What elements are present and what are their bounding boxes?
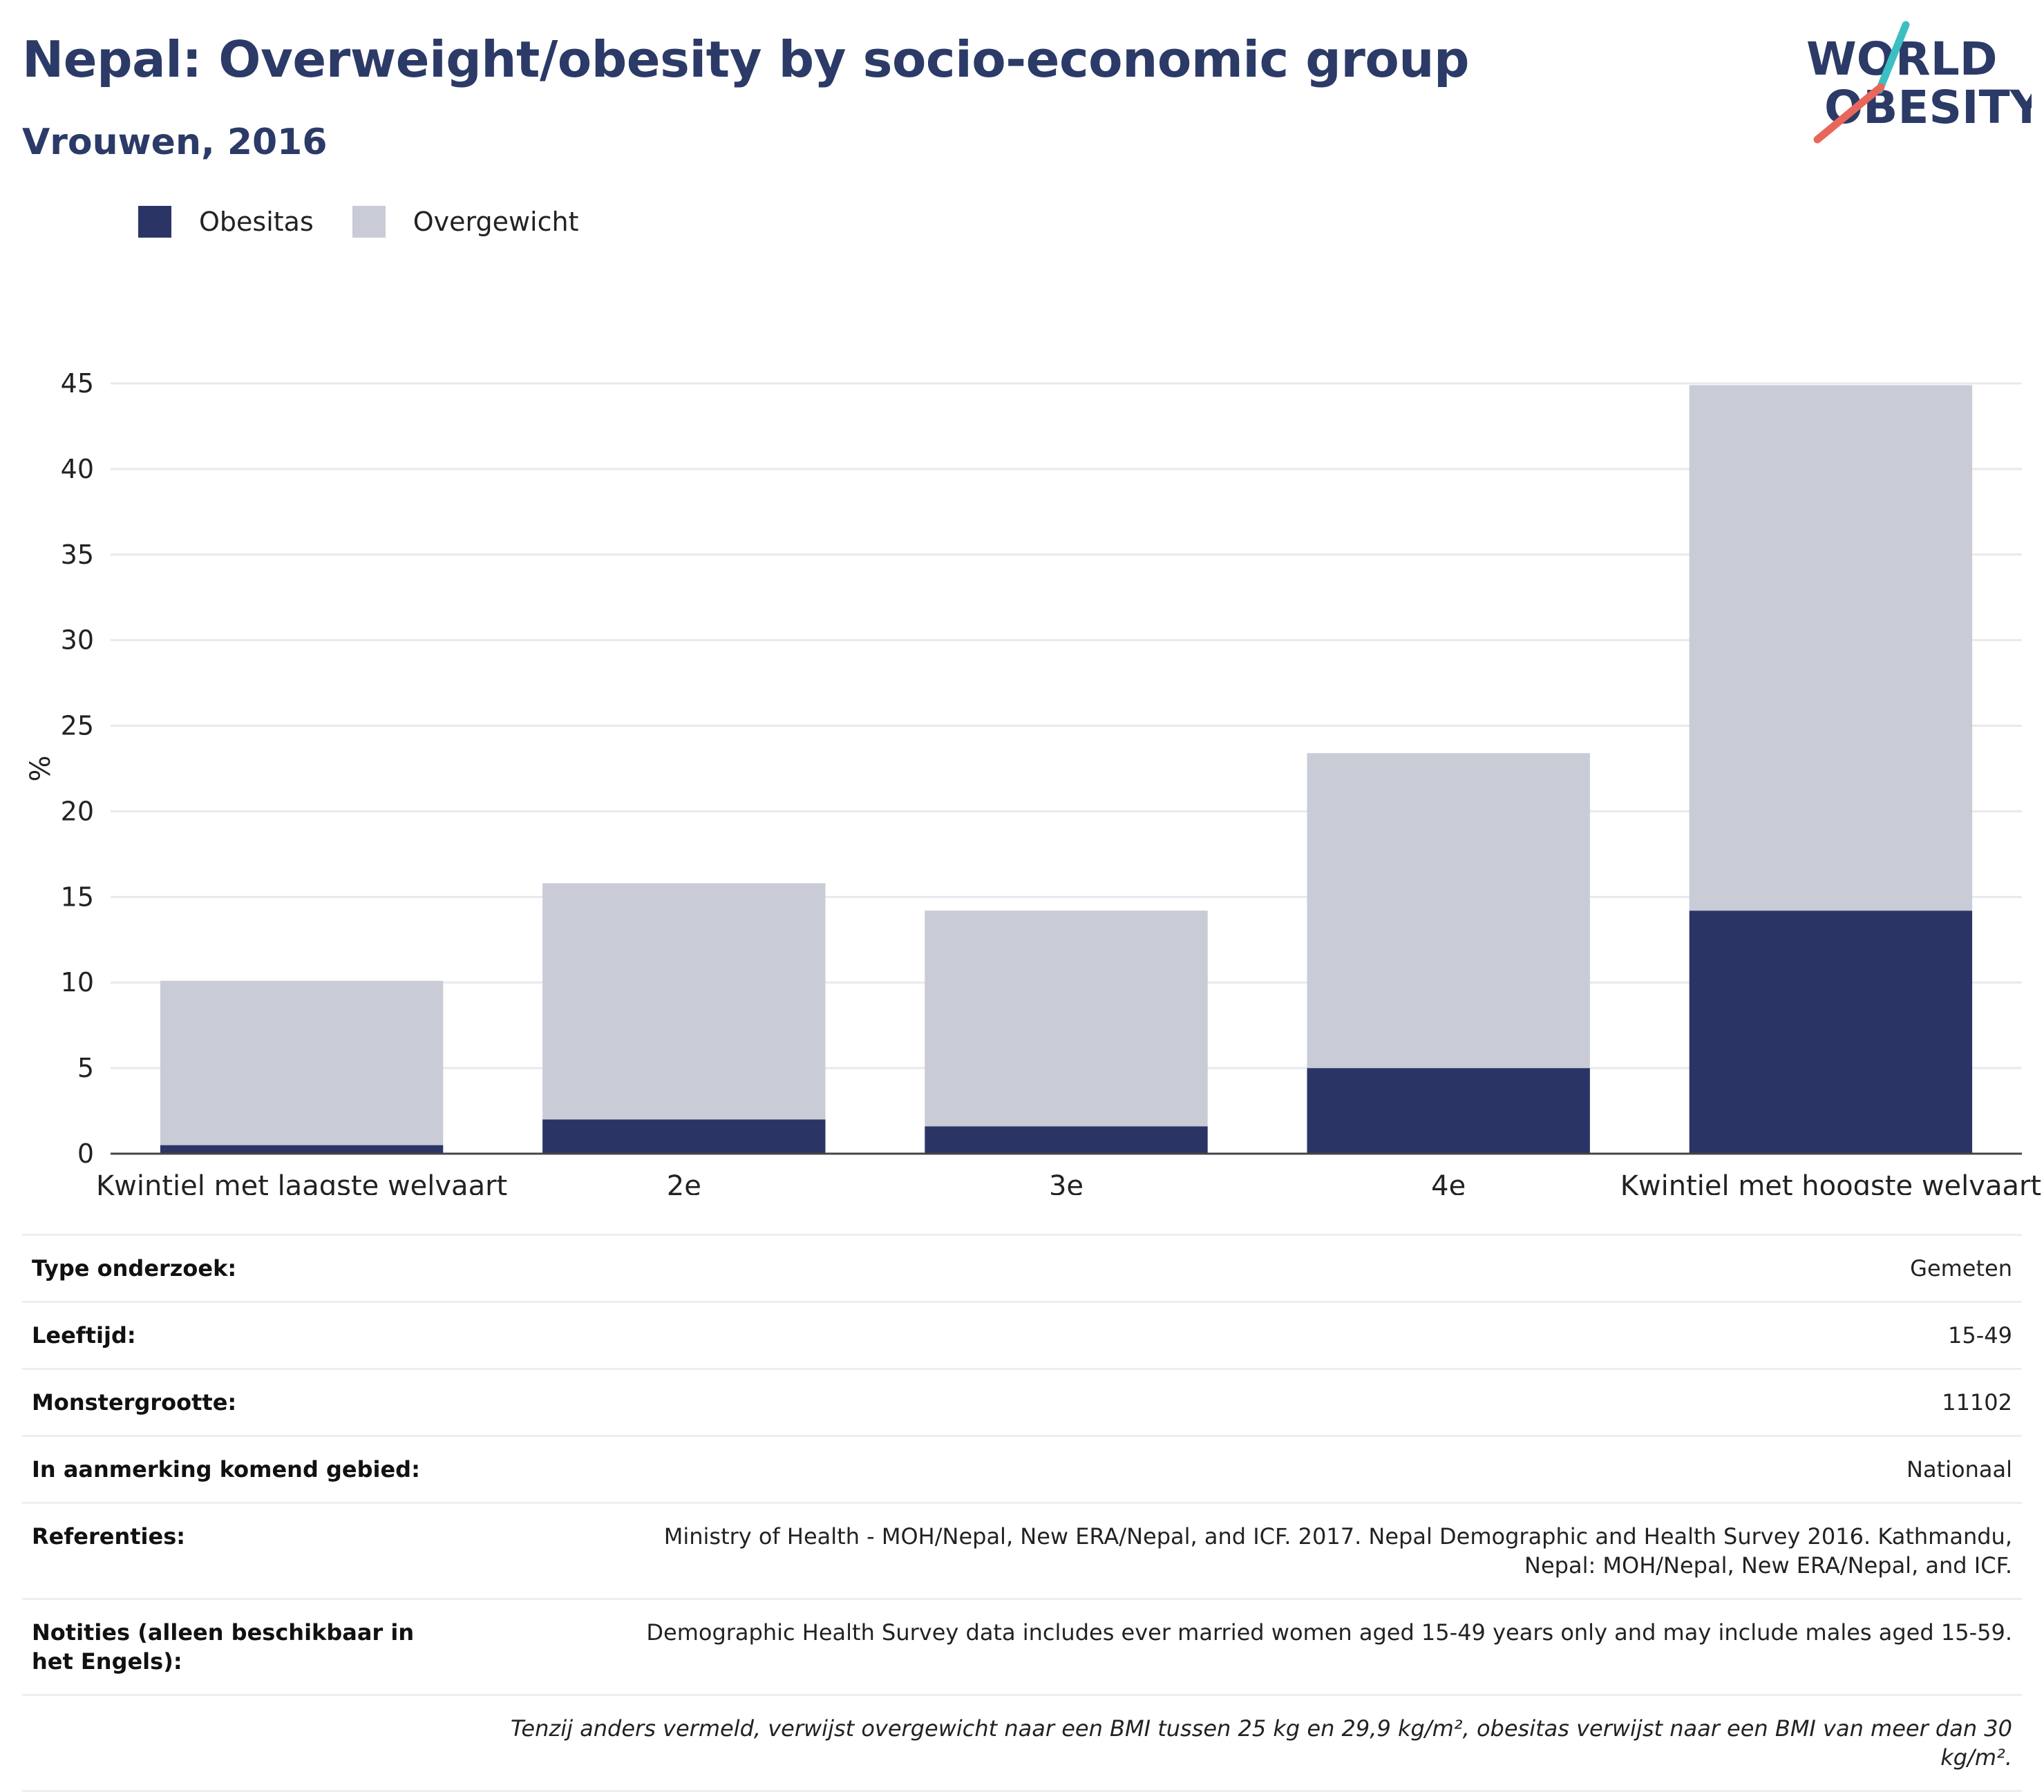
info-value: Nationaal — [1906, 1456, 2012, 1483]
y-tick-label: 20 — [61, 796, 94, 826]
info-value: Gemeten — [1910, 1255, 2012, 1281]
bar-overgewicht — [925, 911, 1208, 1127]
bar-overgewicht — [542, 883, 826, 1120]
bar-overgewicht — [160, 980, 444, 1145]
y-tick-label: 25 — [61, 711, 94, 741]
info-key: Monstergrootte: — [32, 1389, 237, 1416]
y-tick-label: 45 — [61, 368, 94, 399]
chart-legend: Obesitas Overgewicht — [138, 206, 618, 238]
y-tick-label: 5 — [77, 1053, 94, 1083]
logo-slash-red — [1813, 83, 1885, 144]
info-row-type: Type onderzoek: Gemeten — [22, 1236, 2022, 1303]
bar-obesitas — [925, 1126, 1208, 1154]
info-key: Leeftijd: — [32, 1322, 136, 1348]
y-tick-label: 0 — [77, 1138, 94, 1169]
x-tick-label: 2e — [667, 1170, 701, 1195]
info-row-sample-size: Monstergrootte: 11102 — [22, 1370, 2022, 1437]
info-key: In aanmerking komend gebied: — [32, 1456, 420, 1483]
info-key: Referenties: — [32, 1523, 186, 1550]
x-tick-label: Kwintiel met hoogste welvaart — [1620, 1170, 2041, 1195]
bar-obesitas — [1307, 1068, 1590, 1154]
legend-label-obesitas: Obesitas — [199, 207, 314, 237]
info-key: Type onderzoek: — [32, 1255, 237, 1281]
legend-item-obesitas[interactable]: Obesitas — [138, 206, 314, 238]
survey-info-table: Type onderzoek: Gemeten Leeftijd: 15-49 … — [22, 1234, 2022, 1792]
info-row-notes: Notities (alleen beschikbaar in het Enge… — [22, 1600, 2022, 1696]
info-value: 11102 — [1942, 1389, 2012, 1416]
bar-overgewicht — [1307, 753, 1590, 1069]
y-tick-label: 35 — [61, 540, 94, 570]
legend-label-overgewicht: Overgewicht — [413, 207, 579, 237]
info-row-footnote: Tenzij anders vermeld, verwijst overgewi… — [22, 1696, 2022, 1792]
y-tick-label: 10 — [61, 967, 94, 998]
info-row-references: Referenties: Ministry of Health - MOH/Ne… — [22, 1504, 2022, 1600]
footnote-text: Tenzij anders vermeld, verwijst overgewi… — [510, 1715, 2012, 1771]
info-value: Demographic Health Survey data includes … — [646, 1619, 2012, 1646]
bar-obesitas — [160, 1145, 444, 1154]
bar-obesitas — [542, 1119, 826, 1154]
x-tick-label: 3e — [1049, 1170, 1083, 1195]
info-row-area: In aanmerking komend gebied: Nationaal — [22, 1437, 2022, 1504]
bar-overgewicht — [1689, 385, 1973, 911]
chart-subtitle: Vrouwen, 2016 — [22, 122, 328, 163]
chart-title: Nepal: Overweight/obesity by socio-econo… — [22, 30, 1470, 88]
info-row-age: Leeftijd: 15-49 — [22, 1303, 2022, 1370]
info-value: 15-49 — [1948, 1322, 2012, 1348]
info-value: Ministry of Health - MOH/Nepal, New ERA/… — [663, 1523, 2012, 1579]
logo-slash-teal — [1875, 21, 1910, 94]
y-tick-label: 40 — [61, 454, 94, 484]
x-tick-label: 4e — [1431, 1170, 1466, 1195]
y-tick-label: 30 — [61, 625, 94, 656]
info-key: Notities (alleen beschikbaar in het Enge… — [32, 1619, 415, 1675]
y-axis-label: % — [25, 755, 57, 781]
legend-swatch-obesitas — [138, 206, 171, 238]
legend-item-overgewicht[interactable]: Overgewicht — [352, 206, 579, 238]
y-tick-label: 15 — [61, 881, 94, 912]
stacked-bar-chart: 0 5 10 15 20 25 30 35 40 45% Kwintiel met laagste … — [25, 368, 2041, 1195]
bar-obesitas — [1689, 911, 1973, 1154]
legend-swatch-overgewicht — [352, 206, 386, 238]
world-obesity-logo: WORLD OBESITY — [1806, 21, 2032, 144]
x-tick-label: Kwintiel met laagste welvaart — [96, 1170, 507, 1195]
